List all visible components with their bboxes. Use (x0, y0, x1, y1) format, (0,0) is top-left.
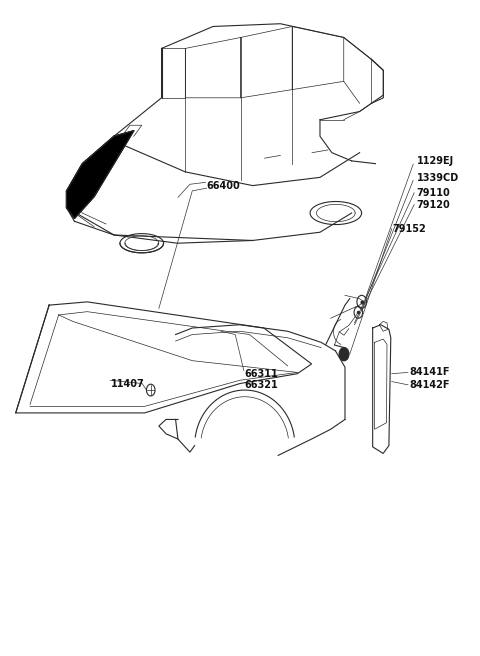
Text: 79120: 79120 (417, 199, 450, 209)
Text: 1129EJ: 1129EJ (417, 156, 454, 167)
Text: 66400: 66400 (206, 180, 240, 191)
Text: 66311: 66311 (245, 369, 278, 379)
Text: 84141F: 84141F (409, 367, 450, 377)
Text: 79152: 79152 (393, 224, 426, 234)
Polygon shape (67, 131, 134, 218)
Text: 11407: 11407 (111, 379, 145, 388)
Text: 66321: 66321 (245, 380, 278, 390)
Text: 1339CD: 1339CD (417, 173, 459, 183)
Text: 84142F: 84142F (409, 380, 450, 390)
Circle shape (339, 348, 349, 361)
Text: 79110: 79110 (417, 188, 450, 197)
